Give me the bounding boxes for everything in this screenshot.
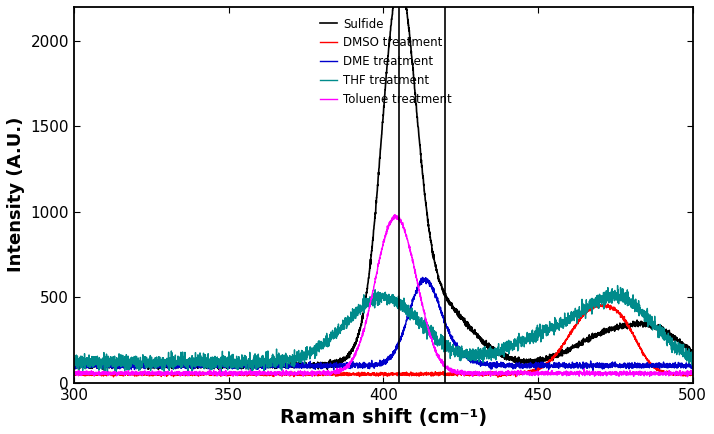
THF treatment xyxy=(111,371,119,376)
DMSO treatment xyxy=(69,372,78,377)
THF treatment xyxy=(330,330,338,335)
Toluene treatment xyxy=(334,368,343,373)
DME treatment xyxy=(418,275,427,280)
Toluene treatment xyxy=(638,371,647,376)
Toluene treatment xyxy=(688,370,697,375)
Line: DME treatment: DME treatment xyxy=(74,277,693,370)
Line: Sulfide: Sulfide xyxy=(74,0,693,370)
DME treatment xyxy=(670,362,678,367)
Toluene treatment xyxy=(670,370,678,375)
Toluene treatment xyxy=(391,212,399,217)
DME treatment xyxy=(69,363,78,368)
DMSO treatment xyxy=(639,352,648,357)
Sulfide xyxy=(519,358,528,363)
X-axis label: Raman shift (cm⁻¹): Raman shift (cm⁻¹) xyxy=(280,408,487,427)
Sulfide xyxy=(330,359,338,364)
Sulfide xyxy=(670,335,678,340)
Sulfide xyxy=(363,280,372,286)
DME treatment xyxy=(588,368,597,373)
DMSO treatment xyxy=(363,372,372,378)
Toluene treatment xyxy=(683,374,692,379)
Sulfide xyxy=(100,367,109,372)
Line: Toluene treatment: Toluene treatment xyxy=(74,215,693,377)
THF treatment xyxy=(335,327,343,332)
DMSO treatment xyxy=(330,372,338,377)
Sulfide xyxy=(688,350,697,355)
Line: DMSO treatment: DMSO treatment xyxy=(74,304,693,377)
Toluene treatment xyxy=(330,369,338,374)
DMSO treatment xyxy=(493,375,502,380)
THF treatment xyxy=(519,338,528,343)
DMSO treatment xyxy=(519,372,528,377)
THF treatment xyxy=(363,302,372,307)
Y-axis label: Intensity (A.U.): Intensity (A.U.) xyxy=(7,117,25,273)
DME treatment xyxy=(363,364,372,369)
DME treatment xyxy=(334,363,343,368)
DMSO treatment xyxy=(334,372,343,377)
Toluene treatment xyxy=(69,370,78,375)
THF treatment xyxy=(639,309,648,315)
Sulfide xyxy=(69,365,78,370)
DMSO treatment xyxy=(688,371,697,376)
DME treatment xyxy=(639,365,648,371)
DME treatment xyxy=(519,363,528,368)
DME treatment xyxy=(688,365,697,370)
DMSO treatment xyxy=(600,301,608,306)
DME treatment xyxy=(330,365,338,371)
THF treatment xyxy=(670,345,678,350)
Sulfide xyxy=(639,324,648,329)
Sulfide xyxy=(335,358,343,363)
THF treatment xyxy=(688,355,697,361)
Legend: Sulfide, DMSO treatment, DME treatment, THF treatment, Toluene treatment: Sulfide, DMSO treatment, DME treatment, … xyxy=(315,13,457,111)
Line: THF treatment: THF treatment xyxy=(74,286,693,374)
THF treatment xyxy=(613,283,622,288)
DMSO treatment xyxy=(670,371,678,376)
THF treatment xyxy=(69,364,78,369)
Toluene treatment xyxy=(363,312,372,317)
Toluene treatment xyxy=(519,371,528,376)
